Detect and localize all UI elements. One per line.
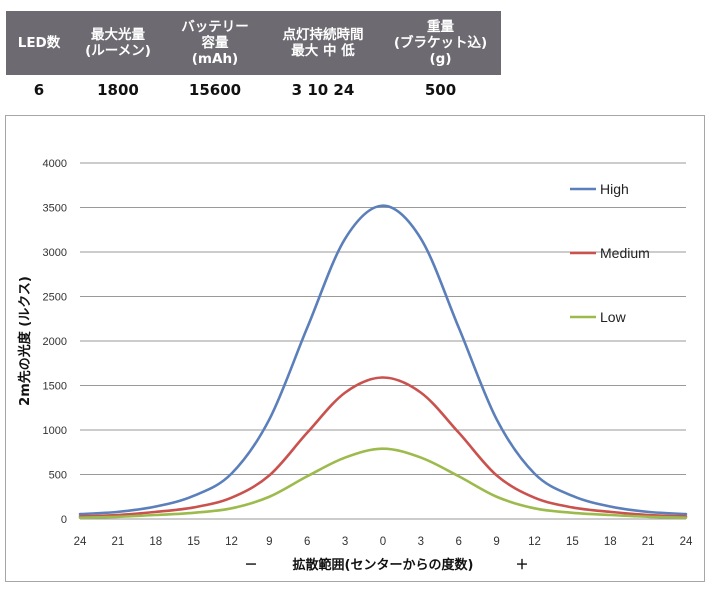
x-tick-label: 21 (642, 536, 655, 548)
x-tick-label: 24 (680, 536, 693, 548)
y-tick-labels: 0 500 1000 1500 2000 2500 3000 3500 4000 (43, 158, 67, 526)
x-tick-label: 6 (456, 536, 462, 548)
header-weight: 重量 (ブラケット込) (g) (380, 11, 501, 75)
header-runtime: 点灯持続時間 最大 中 低 (266, 11, 380, 75)
spec-table: LED数 最大光量 (ルーメン) バッテリー 容量 (mAh) 点灯持続時間 最… (6, 11, 501, 105)
legend-label-high: High (600, 181, 629, 197)
y-tick-label: 500 (49, 470, 67, 482)
y-tick-label: 2500 (43, 292, 67, 304)
x-tick-label: 15 (566, 536, 579, 548)
value-battery: 15600 (188, 81, 242, 99)
series-line-low (78, 447, 688, 519)
x-tick-label: 18 (604, 536, 617, 548)
x-axis-plus-sign: ＋ (515, 558, 528, 573)
value-runtime: 3 10 24 (291, 81, 355, 99)
x-axis-title: 拡散範囲(センターからの度数) (293, 557, 474, 573)
y-tick-label: 4000 (43, 158, 67, 170)
y-tick-label: 3500 (43, 203, 67, 215)
x-tick-label: 12 (528, 536, 541, 548)
y-axis-title: 2m先の光度 (ルクス) (17, 276, 33, 406)
y-tick-label: 1500 (43, 381, 67, 393)
x-tick-label: 15 (187, 536, 200, 548)
x-tick-label: 9 (493, 536, 499, 548)
header-led-count: LED数 (6, 11, 72, 75)
grid-lines (80, 162, 686, 520)
spec-header-row: LED数 最大光量 (ルーメン) バッテリー 容量 (mAh) 点灯持続時間 最… (6, 11, 501, 75)
x-tick-label: 3 (342, 536, 348, 548)
y-tick-label: 1000 (43, 425, 67, 437)
legend-label-medium: Medium (600, 245, 650, 261)
header-battery: バッテリー 容量 (mAh) (164, 11, 266, 75)
x-axis-minus-sign: － (244, 558, 257, 573)
legend-label-low: Low (600, 309, 627, 325)
value-max-lumen: 1800 (97, 81, 139, 99)
x-tick-label: 21 (111, 536, 124, 548)
series-line-medium (78, 376, 688, 518)
x-tick-labels: 24 21 18 15 12 9 6 3 0 3 6 9 12 15 18 21 24 (74, 536, 693, 548)
x-tick-label: 3 (418, 536, 424, 548)
series-line-high (78, 204, 688, 516)
value-weight: 500 (424, 81, 457, 99)
header-max-lumen: 最大光量 (ルーメン) (72, 11, 164, 75)
spec-value-row: 6 1800 15600 3 10 24 500 (6, 75, 501, 105)
y-tick-label: 0 (61, 514, 67, 526)
x-tick-label: 9 (266, 536, 272, 548)
x-tick-label: 18 (149, 536, 162, 548)
x-tick-label: 6 (304, 536, 310, 548)
y-tick-label: 3000 (43, 247, 67, 259)
value-led-count: 6 (33, 81, 45, 99)
x-tick-label: 12 (225, 536, 238, 548)
x-tick-label: 24 (74, 536, 87, 548)
x-tick-label: 0 (380, 536, 386, 548)
legend: High Medium Low (570, 181, 650, 325)
chart-panel (5, 115, 705, 582)
y-tick-label: 2000 (43, 336, 67, 348)
series-lines (78, 204, 688, 519)
